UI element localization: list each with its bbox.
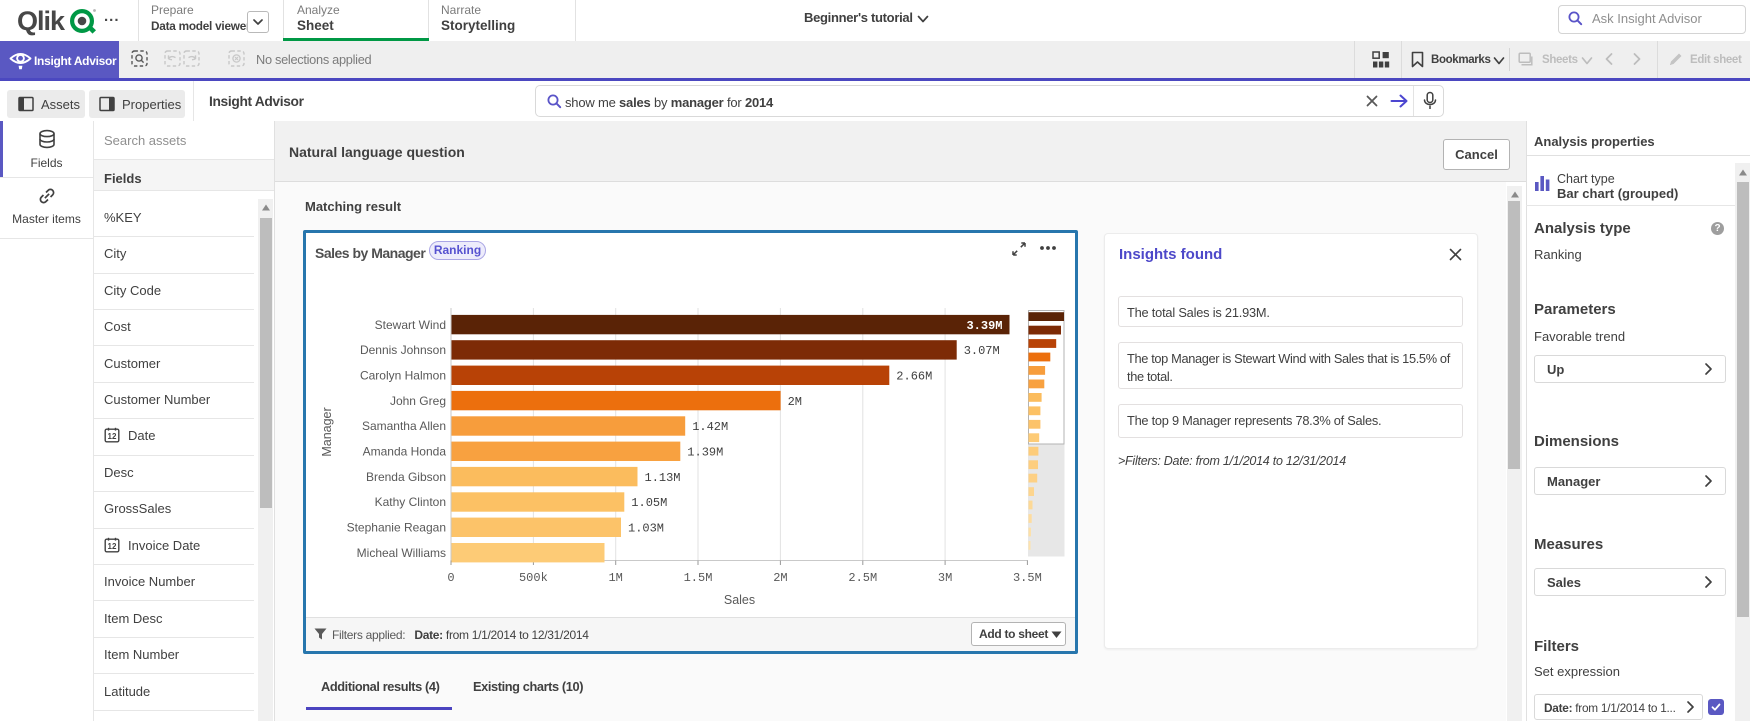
svg-text:1.05M: 1.05M [631,496,667,510]
svg-text:Carolyn Halmon: Carolyn Halmon [360,369,446,383]
svg-text:500k: 500k [519,571,548,585]
svg-text:3.07M: 3.07M [964,344,1000,358]
svg-text:1.13M: 1.13M [645,471,681,485]
svg-text:2.5M: 2.5M [848,571,877,585]
svg-text:Stephanie Reagan: Stephanie Reagan [347,521,446,535]
svg-text:2M: 2M [773,571,787,585]
svg-text:3.39M: 3.39M [966,319,1002,333]
svg-text:Samantha Allen: Samantha Allen [362,419,446,433]
svg-text:2M: 2M [788,395,802,409]
svg-text:1M: 1M [608,571,622,585]
svg-text:Manager: Manager [320,407,334,456]
svg-text:3.5M: 3.5M [1013,571,1042,585]
svg-text:12: 12 [108,542,117,551]
svg-text:3M: 3M [938,571,952,585]
svg-text:Brenda Gibson: Brenda Gibson [366,470,446,484]
svg-text:Kathy Clinton: Kathy Clinton [375,495,446,509]
svg-text:Stewart Wind: Stewart Wind [375,318,446,332]
svg-text:Dennis Johnson: Dennis Johnson [360,343,446,357]
svg-text:1.42M: 1.42M [692,420,728,434]
svg-text:1.39M: 1.39M [687,446,723,460]
svg-text:Sales: Sales [724,593,755,607]
svg-text:1.5M: 1.5M [684,571,713,585]
svg-text:John Greg: John Greg [390,394,446,408]
svg-text:12: 12 [108,432,117,441]
svg-text:Qlik: Qlik [17,6,66,36]
svg-text:2.66M: 2.66M [896,370,932,384]
svg-text:Amanda Honda: Amanda Honda [363,445,447,459]
svg-text:0: 0 [447,571,454,585]
svg-text:1.03M: 1.03M [628,522,664,536]
svg-text:Micheal Williams: Micheal Williams [357,546,446,560]
